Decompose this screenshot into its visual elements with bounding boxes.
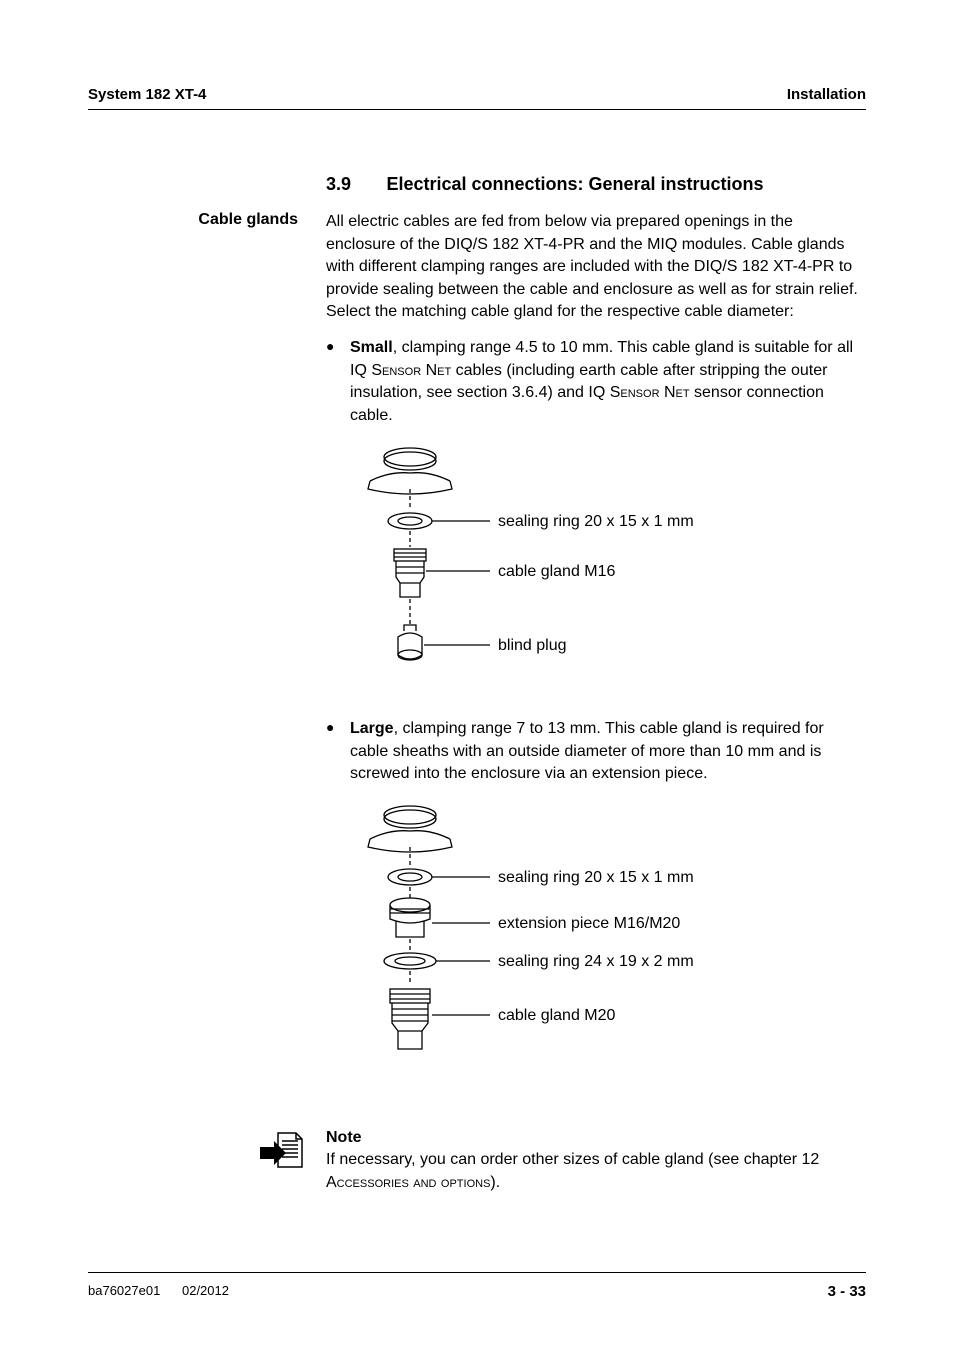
footer-date: 02/2012 <box>182 1283 229 1298</box>
note-body: If necessary, you can order other sizes … <box>326 1149 866 1194</box>
bullet-large-lead: Large <box>350 720 394 737</box>
margin-label-cable-glands: Cable glands <box>88 211 326 1116</box>
diagram-large-gland: sealing ring 20 x 15 x 1 mm extension pi… <box>350 799 866 1096</box>
bullet-small-sc2: Sensor Net <box>610 384 690 401</box>
bullet-large-text: , clamping range 7 to 13 mm. This cable … <box>350 720 824 782</box>
d2-label4: cable gland M20 <box>498 1007 616 1024</box>
d1-label2: cable gland M16 <box>498 563 616 580</box>
footer-page-number: 3 - 33 <box>828 1283 866 1300</box>
d2-label2: extension piece M16/M20 <box>498 915 680 932</box>
header-right: Installation <box>787 86 866 103</box>
d1-label1: sealing ring 20 x 15 x 1 mm <box>498 513 694 530</box>
bullet-small: Small, clamping range 4.5 to 10 mm. This… <box>326 337 866 427</box>
d2-label1: sealing ring 20 x 15 x 1 mm <box>498 869 694 886</box>
section-title: Electrical connections: General instruct… <box>386 172 763 197</box>
note-body-sc: Accessories and options <box>326 1174 490 1191</box>
bullet-small-sc1: Sensor Net <box>371 362 451 379</box>
note-body-1: If necessary, you can order other sizes … <box>326 1151 819 1168</box>
header-left: System 182 XT-4 <box>88 86 206 103</box>
intro-paragraph: All electric cables are fed from below v… <box>326 211 866 323</box>
d1-label3: blind plug <box>498 637 567 654</box>
footer-left: ba76027e01 02/2012 <box>88 1283 229 1300</box>
section-number: 3.9 <box>326 172 382 197</box>
note-title: Note <box>326 1127 866 1149</box>
note-body-2: ). <box>490 1174 500 1191</box>
bullet-large: Large, clamping range 7 to 13 mm. This c… <box>326 718 866 785</box>
bullet-small-lead: Small <box>350 339 393 356</box>
footer-doc-id: ba76027e01 <box>88 1283 160 1298</box>
d2-label3: sealing ring 24 x 19 x 2 mm <box>498 953 694 970</box>
margin-empty <box>88 172 326 197</box>
diagram-small-gland: sealing ring 20 x 15 x 1 mm cable gland … <box>350 441 866 698</box>
note-icon <box>256 1127 312 1179</box>
